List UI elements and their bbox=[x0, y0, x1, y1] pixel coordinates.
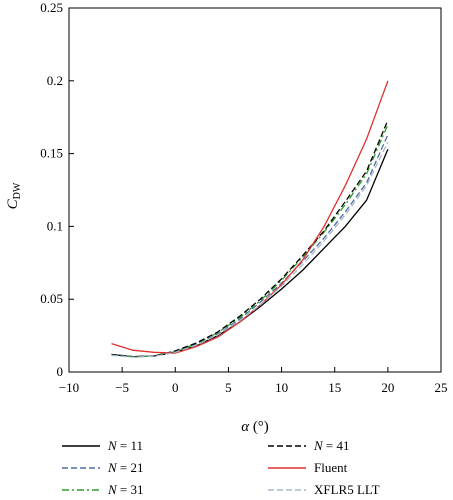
x-tick-label: 5 bbox=[225, 380, 232, 395]
legend-text: = 31 bbox=[117, 482, 144, 497]
x-axis-label-unit: (°) bbox=[249, 419, 269, 435]
legend-text: = 41 bbox=[323, 438, 350, 453]
legend-label: Fluent bbox=[314, 460, 348, 475]
legend-text: = 11 bbox=[117, 438, 143, 453]
plot-frame bbox=[68, 7, 442, 373]
y-tick-label: 0.25 bbox=[40, 0, 63, 15]
series-group bbox=[111, 80, 389, 358]
legend-label: XFLR5 LLT bbox=[314, 482, 380, 497]
series-line-6 bbox=[111, 141, 389, 358]
legend-text: XFLR5 LLT bbox=[314, 482, 380, 497]
y-axis-label-subscript: DW bbox=[12, 182, 23, 199]
x-tick-label: 15 bbox=[328, 380, 341, 395]
legend-label: N = 31 bbox=[107, 482, 144, 497]
x-tick-label: −5 bbox=[115, 380, 129, 395]
y-axis-label: CDW bbox=[5, 182, 23, 209]
x-tick-label: 10 bbox=[275, 380, 288, 395]
x-tick-label: 0 bbox=[172, 380, 179, 395]
y-tick-label: 0.2 bbox=[47, 73, 63, 88]
legend-text: = 21 bbox=[117, 460, 144, 475]
y-tick-label: 0.15 bbox=[40, 146, 63, 161]
y-axis: 0 0.05 0.1 0.15 0.2 0.25 bbox=[40, 0, 74, 379]
y-tick-label: 0.1 bbox=[47, 218, 63, 233]
y-tick-label: 0.05 bbox=[40, 291, 63, 306]
x-tick-label: 25 bbox=[435, 380, 448, 395]
x-axis: −10 −5 0 5 10 15 20 25 bbox=[59, 367, 448, 395]
x-tick-label: −10 bbox=[59, 380, 79, 395]
legend-variable: N bbox=[107, 438, 118, 453]
x-axis-label: α (°) bbox=[241, 419, 269, 435]
legend-label: N = 21 bbox=[107, 460, 144, 475]
x-axis-label-symbol: α bbox=[241, 419, 250, 435]
y-tick-label: 0 bbox=[57, 364, 64, 379]
legend-label: N = 11 bbox=[107, 438, 143, 453]
legend-variable: N bbox=[107, 460, 118, 475]
legend-variable: N bbox=[107, 482, 118, 497]
x-tick-label: 20 bbox=[381, 380, 394, 395]
y-axis-label-main: C bbox=[5, 198, 21, 209]
legend-label: N = 41 bbox=[313, 438, 350, 453]
legend-text: Fluent bbox=[314, 460, 348, 475]
legend-variable: N bbox=[313, 438, 324, 453]
